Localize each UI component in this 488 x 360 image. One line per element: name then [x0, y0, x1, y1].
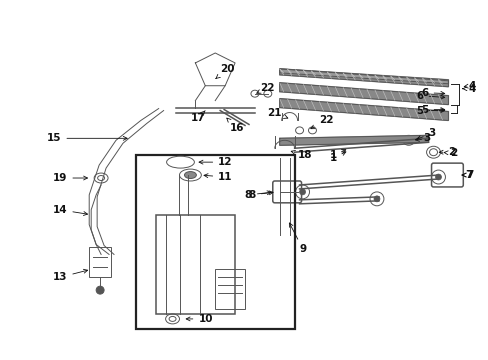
Bar — [155, 215, 235, 314]
Text: 22: 22 — [310, 116, 333, 129]
Polygon shape — [279, 99, 447, 121]
Text: 1: 1 — [328, 149, 345, 160]
Bar — [215, 269, 244, 309]
Text: 3: 3 — [414, 133, 430, 143]
Text: 8: 8 — [244, 190, 270, 200]
Ellipse shape — [184, 172, 196, 179]
Text: 18: 18 — [291, 150, 311, 160]
Text: 15: 15 — [47, 133, 127, 143]
Text: 10: 10 — [186, 314, 212, 324]
Text: 20: 20 — [215, 64, 234, 78]
Text: 17: 17 — [190, 111, 205, 123]
Circle shape — [435, 174, 441, 180]
Text: 3: 3 — [416, 129, 435, 139]
Text: 11: 11 — [203, 172, 232, 182]
Circle shape — [299, 189, 305, 195]
Polygon shape — [279, 83, 447, 105]
Circle shape — [373, 196, 379, 202]
Text: 7: 7 — [461, 170, 473, 180]
Text: 4: 4 — [463, 81, 475, 91]
Text: 16: 16 — [226, 118, 244, 134]
Text: 14: 14 — [53, 205, 87, 215]
Text: 5: 5 — [415, 105, 444, 116]
Text: 22: 22 — [256, 83, 274, 93]
Polygon shape — [279, 69, 447, 84]
Polygon shape — [279, 135, 427, 145]
Text: 12: 12 — [199, 157, 232, 167]
Bar — [89, 247, 111, 277]
Text: 7: 7 — [461, 170, 472, 180]
Text: 21: 21 — [266, 108, 287, 118]
Text: 8: 8 — [248, 190, 272, 200]
Text: 1: 1 — [328, 152, 345, 163]
Text: 13: 13 — [53, 269, 87, 282]
Text: 6: 6 — [421, 88, 444, 98]
Text: 2: 2 — [438, 147, 455, 157]
Polygon shape — [279, 69, 447, 87]
Text: 19: 19 — [53, 173, 87, 183]
Text: 6: 6 — [415, 91, 444, 101]
Text: 2: 2 — [443, 148, 457, 158]
Text: 4: 4 — [462, 84, 475, 94]
Text: 5: 5 — [421, 104, 444, 114]
Text: 9: 9 — [289, 223, 306, 255]
Bar — [136, 155, 294, 329]
Circle shape — [96, 286, 104, 294]
